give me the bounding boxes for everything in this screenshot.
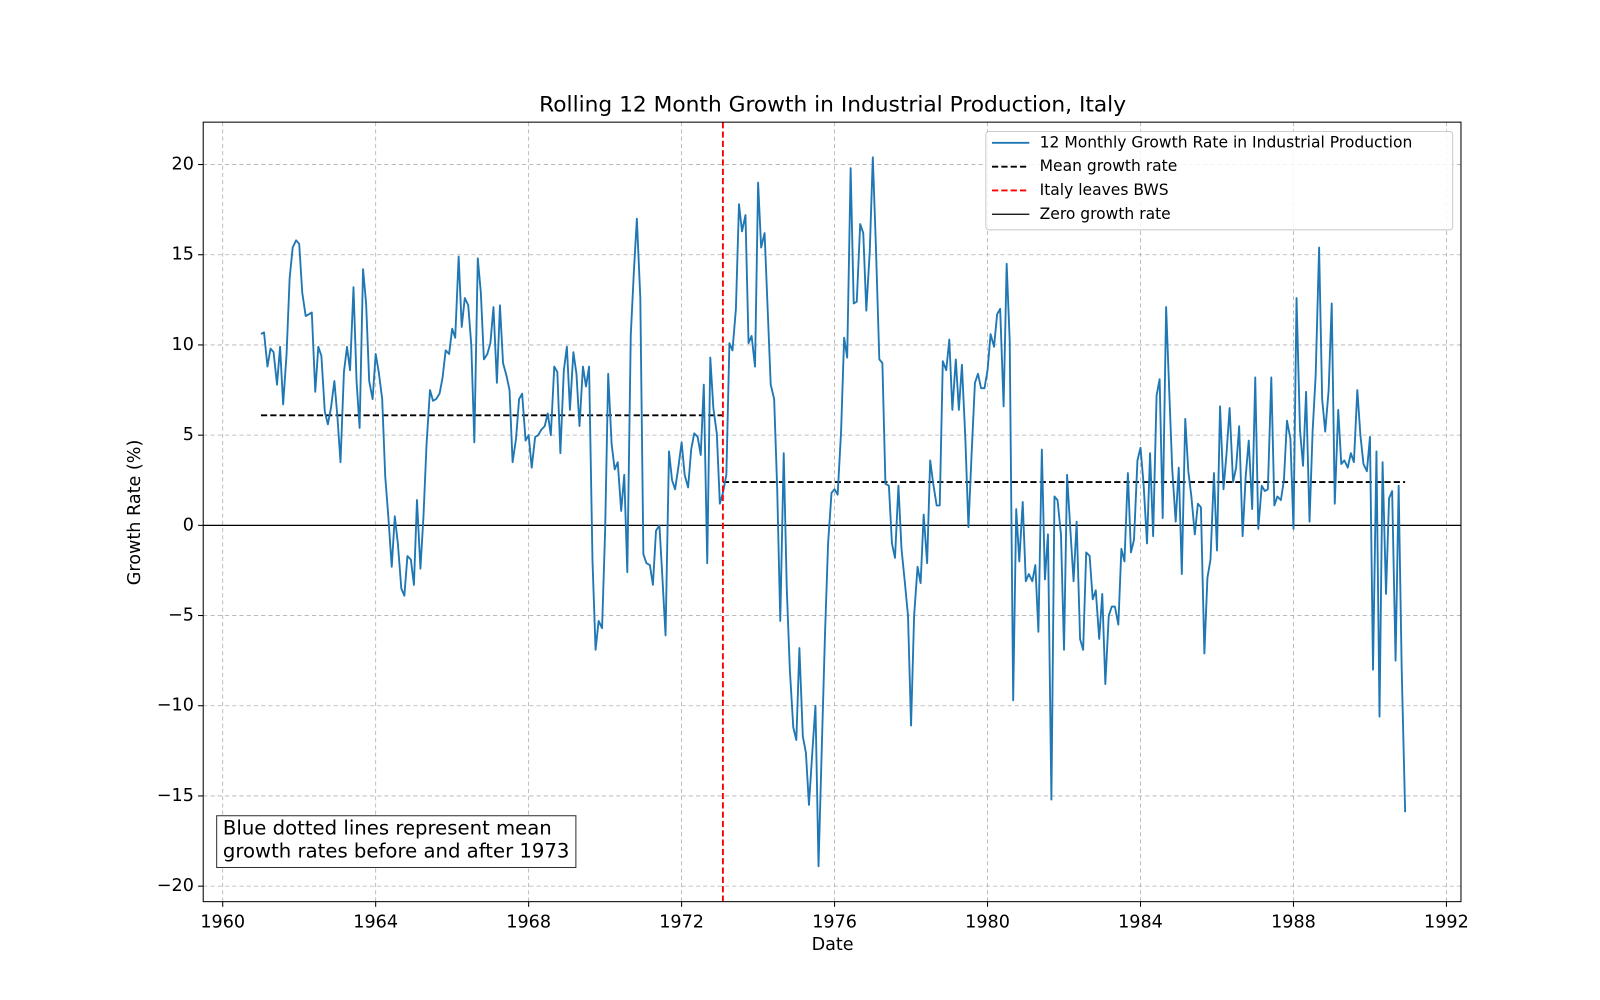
- plot-frame: [202, 121, 1462, 903]
- chart-title: Rolling 12 Month Growth in Industrial Pr…: [539, 93, 1126, 118]
- x-tick-label: 1960: [200, 912, 245, 932]
- legend-label: Italy leaves BWS: [1040, 181, 1169, 199]
- annotation-text: growth rates before and after 1973: [223, 839, 570, 862]
- series-line: [260, 156, 1407, 868]
- y-tick-label: 15: [172, 245, 194, 265]
- y-tick-label: 0: [183, 515, 194, 535]
- legend: 12 Monthly Growth Rate in Industrial Pro…: [985, 130, 1454, 231]
- x-tick-label: 1984: [1118, 912, 1163, 932]
- annotation-text: Blue dotted lines represent mean: [223, 817, 552, 840]
- x-axis-label: Date: [812, 935, 854, 955]
- y-tick-label: 20: [172, 155, 194, 175]
- x-tick-label: 1988: [1271, 912, 1316, 932]
- y-tick-label: −10: [157, 696, 194, 716]
- y-tick-label: 5: [183, 425, 194, 445]
- y-axis-label: Growth Rate (%): [125, 440, 145, 586]
- y-tick-label: −15: [157, 786, 194, 806]
- x-tick-label: 1980: [965, 912, 1010, 932]
- legend-box: [985, 130, 1454, 231]
- annotation-box: [216, 815, 577, 869]
- legend-label: 12 Monthly Growth Rate in Industrial Pro…: [1040, 133, 1413, 151]
- y-tick-label: −5: [168, 606, 194, 626]
- x-tick-label: 1992: [1424, 912, 1469, 932]
- x-tick-label: 1964: [353, 912, 398, 932]
- legend-label: Zero growth rate: [1040, 205, 1171, 223]
- x-tick-label: 1976: [812, 912, 857, 932]
- y-tick-label: −20: [157, 876, 194, 896]
- y-tick-label: 10: [172, 335, 194, 355]
- x-tick-label: 1972: [659, 912, 704, 932]
- x-tick-label: 1968: [506, 912, 551, 932]
- legend-label: Mean growth rate: [1040, 157, 1178, 175]
